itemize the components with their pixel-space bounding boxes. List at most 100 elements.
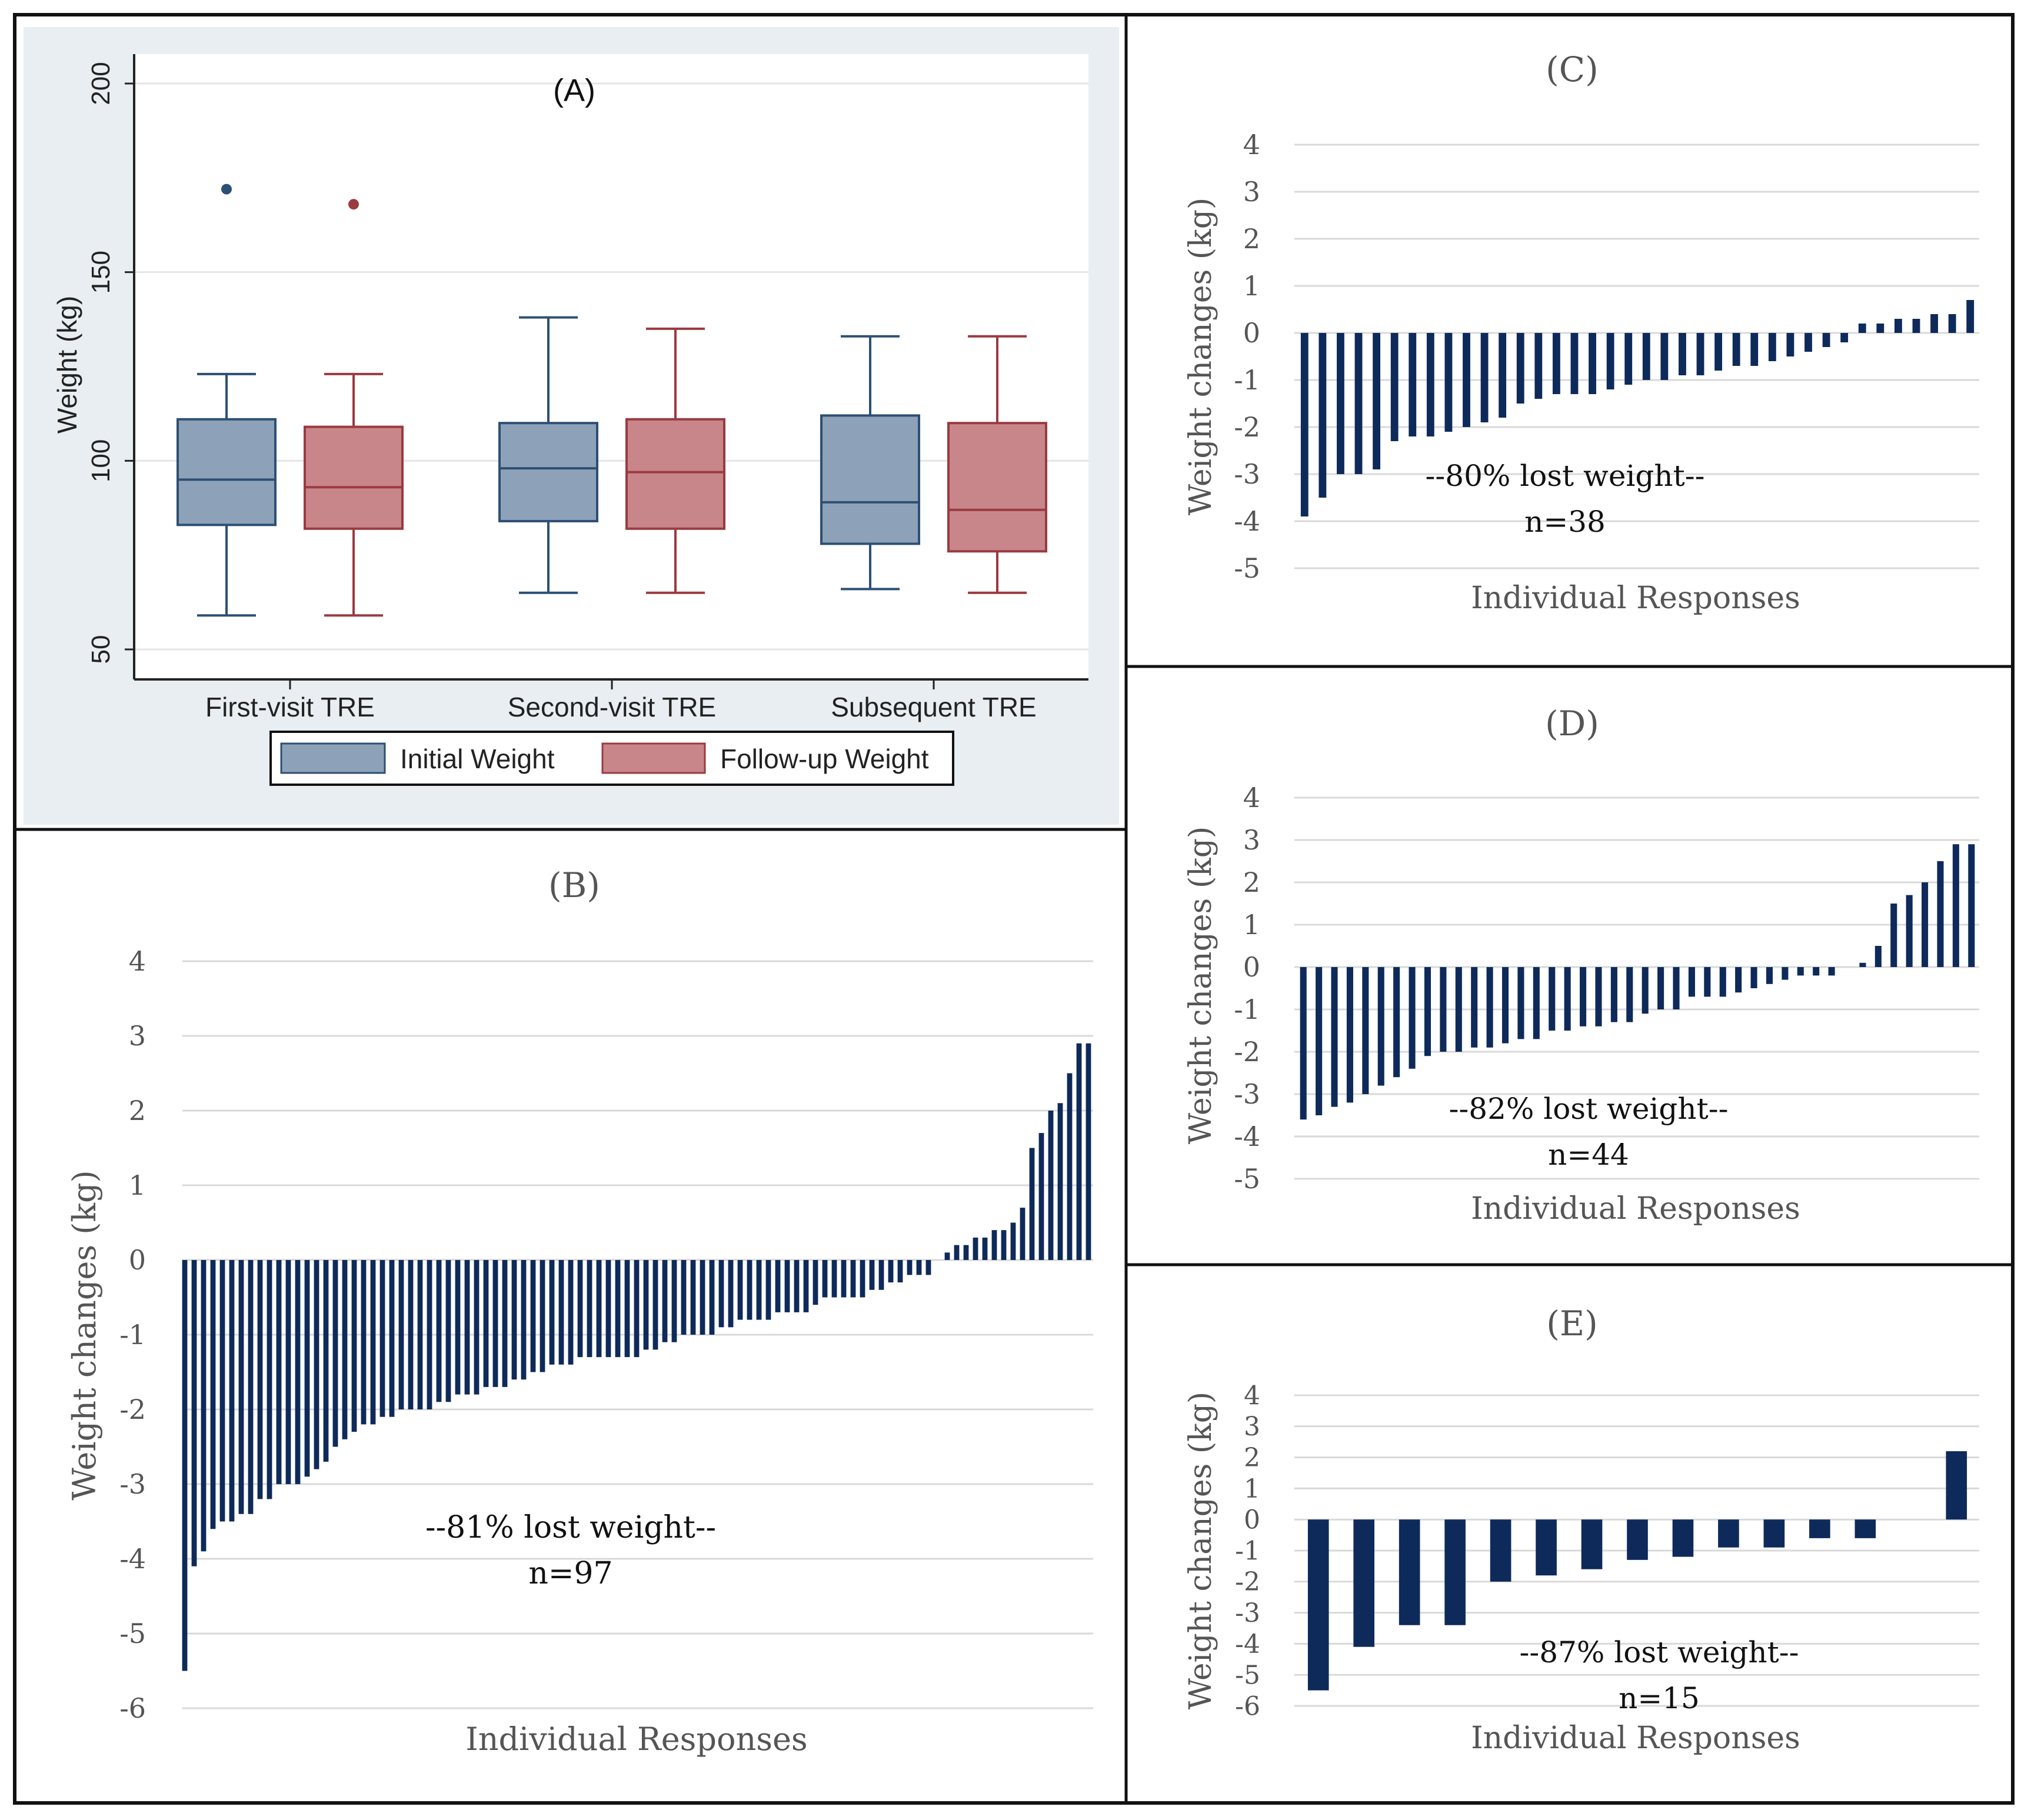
panel-e-bar — [1718, 1519, 1739, 1548]
panel-b-ylabel: Weight changes (kg) — [66, 1170, 103, 1500]
panel-e-ytick-label: -6 — [1235, 1691, 1260, 1721]
panel-b-bar — [361, 1260, 367, 1425]
panel-b-bar — [276, 1260, 282, 1484]
panel-c-bar — [1516, 333, 1524, 404]
panel-b-bar — [1010, 1222, 1016, 1260]
panel-a-box — [177, 418, 277, 526]
panel-b-bar — [831, 1260, 837, 1298]
panel-a-category-label: Subsequent TRE — [831, 692, 1037, 722]
figure-frame — [13, 13, 2015, 1805]
panel-c-ytick-label: -3 — [1234, 458, 1260, 490]
panel-b-bar — [765, 1260, 771, 1320]
panel-b-bar — [427, 1260, 432, 1409]
panel-b-bar — [700, 1260, 705, 1335]
panel-b-bar — [483, 1260, 489, 1387]
panel-a-legend-swatch-initial — [280, 742, 386, 774]
panel-c-bar — [1876, 324, 1884, 333]
panel-d-ytick-label: 2 — [1243, 866, 1260, 898]
panel-b-bar — [502, 1260, 508, 1387]
panel-b-ytick-label: 3 — [129, 1020, 146, 1052]
panel-c-bar — [1589, 333, 1596, 394]
panel-d-bar — [1300, 967, 1307, 1120]
panel-b-bar — [907, 1260, 913, 1275]
panel-d-bar — [1440, 967, 1447, 1052]
panel-d-bar — [1688, 967, 1695, 997]
panel-d-bar — [1549, 967, 1556, 1031]
panel-e-bar — [1627, 1519, 1648, 1560]
panel-b-bar — [973, 1237, 978, 1260]
panel-d-bar — [1595, 967, 1602, 1026]
panel-b-ytick-label: -6 — [119, 1692, 146, 1724]
panel-c-ytick-label: 1 — [1243, 270, 1260, 302]
panel-b-bar — [408, 1260, 414, 1409]
panel-d-bar — [1486, 967, 1493, 1048]
panel-d-bar — [1455, 967, 1462, 1052]
panel-d-bar — [1393, 967, 1400, 1078]
panel-b-bar — [643, 1260, 649, 1350]
panel-b-ytick-label: 2 — [129, 1095, 146, 1126]
panel-c-ytick-label: 3 — [1243, 176, 1260, 208]
panel-c-bar — [1354, 333, 1363, 474]
panel-c-ytick-label: 2 — [1243, 223, 1260, 255]
panel-c-ytick-label: 4 — [1243, 129, 1260, 161]
panel-c-annotation-n: n=38 — [1524, 505, 1606, 539]
panel-b-bar — [634, 1260, 640, 1358]
panel-d-bar — [1533, 967, 1540, 1039]
panel-d-ytick-label: -5 — [1234, 1163, 1260, 1195]
panel-b-ytick-label: -2 — [119, 1394, 146, 1425]
panel-a-legend-swatch-followup — [601, 742, 706, 774]
panel-c-bar — [1714, 333, 1723, 371]
panel-e-ytick-label: -1 — [1235, 1536, 1260, 1566]
panel-b-bar — [295, 1260, 301, 1484]
panel-b-bar — [813, 1260, 818, 1305]
panel-a-box — [625, 418, 725, 530]
panel-c-annotation-percent: --80% lost weight-- — [1425, 459, 1704, 493]
panel-d-ytick-label: 3 — [1243, 824, 1260, 856]
panel-e-annotation-percent: --87% lost weight-- — [1519, 1635, 1799, 1669]
panel-b-bar — [558, 1260, 564, 1365]
panel-c-bar — [1822, 333, 1830, 347]
panel-c-bar — [1444, 333, 1453, 432]
panel-b-bar — [587, 1260, 592, 1358]
panel-b-bar — [1038, 1133, 1044, 1260]
panel-d-bar — [1952, 844, 1959, 967]
panel-a-ytick-label: 200 — [86, 62, 115, 105]
panel-d-bar — [1874, 946, 1882, 967]
panel-a-box — [947, 422, 1047, 553]
panel-b-bar — [1048, 1111, 1054, 1260]
panel-b-bar — [436, 1260, 442, 1402]
panel-e-xlabel: Individual Responses — [1471, 1721, 1800, 1756]
panel-d-bar — [1828, 967, 1835, 976]
panel-c-xlabel: Individual Responses — [1471, 581, 1800, 616]
panel-b-bar — [1029, 1148, 1035, 1260]
panel-c-bar — [1768, 333, 1776, 361]
panel-b-bar — [1086, 1043, 1091, 1260]
panel-b-bar — [455, 1260, 461, 1395]
panel-e-bar — [1854, 1519, 1876, 1538]
panel-a-ytick-label: 150 — [86, 251, 115, 294]
panel-b-title: (B) — [548, 865, 600, 905]
panel-b-bar — [492, 1260, 498, 1387]
panel-a-title: (A) — [553, 73, 595, 108]
panel-c-bar — [1894, 319, 1902, 333]
panel-b-bar — [954, 1245, 960, 1260]
panel-b-bar — [464, 1260, 470, 1395]
panel-a-ytick-label: 50 — [86, 635, 115, 664]
panel-c-bar — [1480, 333, 1489, 422]
panel-e-ytick-label: -2 — [1235, 1567, 1260, 1597]
panel-b-bar — [850, 1260, 856, 1298]
panel-b-bar — [878, 1260, 884, 1290]
panel-c-bar — [1319, 333, 1327, 498]
panel-b-bar — [577, 1260, 583, 1358]
panel-a-ytick-label: 100 — [86, 439, 115, 482]
panel-a-legend-followup: Follow-up Weight — [720, 744, 929, 774]
panel-b-bar — [728, 1260, 734, 1328]
panel-b-bar — [888, 1260, 894, 1283]
panel-c-bar — [1642, 333, 1650, 380]
panel-c-bar — [1463, 333, 1470, 427]
panel-c-bar — [1696, 333, 1704, 375]
panel-c-bar — [1499, 333, 1507, 418]
panel-b-bar — [756, 1260, 762, 1320]
panel-b-bar — [229, 1260, 235, 1522]
